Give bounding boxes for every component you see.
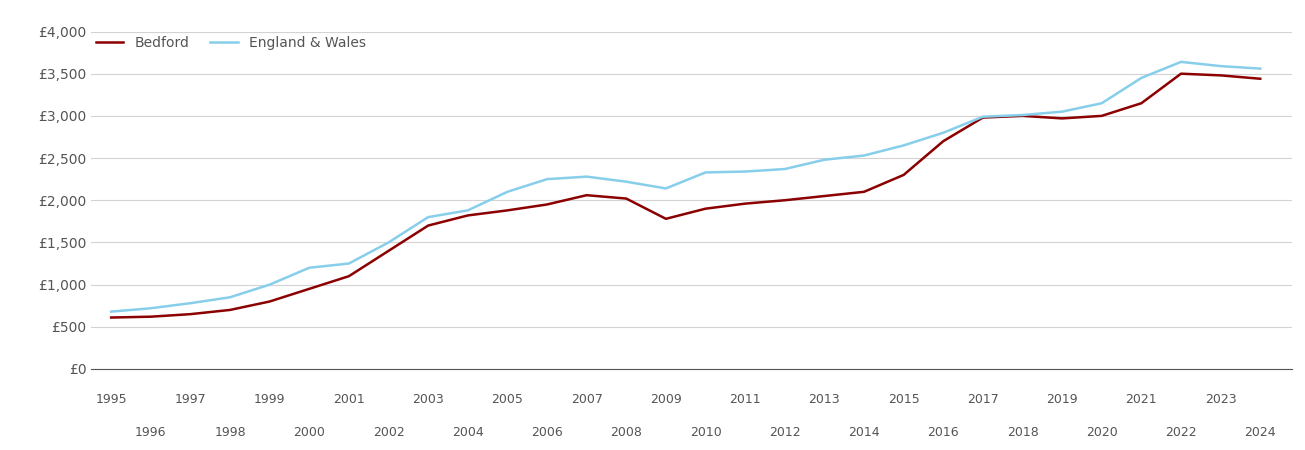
England & Wales	[975, 114, 990, 119]
England & Wales	[1094, 100, 1109, 106]
England & Wales	[341, 261, 356, 266]
England & Wales	[936, 130, 951, 135]
Bedford	[658, 216, 673, 221]
Text: 1999: 1999	[254, 392, 286, 405]
Text: 1998: 1998	[214, 427, 245, 439]
Text: 2013: 2013	[809, 392, 840, 405]
Text: 2016: 2016	[928, 427, 959, 439]
Bedford	[936, 139, 951, 144]
England & Wales	[698, 170, 714, 175]
England & Wales	[658, 186, 673, 191]
Bedford	[459, 213, 475, 218]
England & Wales	[895, 143, 911, 148]
Text: 2018: 2018	[1006, 427, 1039, 439]
Line: Bedford: Bedford	[111, 74, 1261, 318]
England & Wales	[1173, 59, 1189, 64]
England & Wales	[459, 207, 475, 213]
England & Wales	[500, 189, 515, 194]
Text: 2005: 2005	[492, 392, 523, 405]
England & Wales	[381, 240, 397, 245]
Text: 2010: 2010	[689, 427, 722, 439]
Bedford	[817, 194, 833, 199]
Text: 2007: 2007	[570, 392, 603, 405]
Bedford	[420, 223, 436, 228]
Text: 2015: 2015	[887, 392, 920, 405]
Bedford	[895, 172, 911, 178]
Text: 2019: 2019	[1047, 392, 1078, 405]
Line: England & Wales: England & Wales	[111, 62, 1261, 311]
Bedford	[856, 189, 872, 194]
Bedford	[1134, 100, 1150, 106]
Text: 1997: 1997	[175, 392, 206, 405]
Text: 1995: 1995	[95, 392, 127, 405]
Text: 2003: 2003	[412, 392, 444, 405]
England & Wales	[856, 153, 872, 158]
Text: 2020: 2020	[1086, 427, 1117, 439]
Bedford	[1015, 113, 1031, 118]
Text: 2012: 2012	[769, 427, 800, 439]
Text: 2001: 2001	[333, 392, 365, 405]
Text: 2014: 2014	[848, 427, 880, 439]
England & Wales	[1253, 66, 1268, 71]
Text: 2000: 2000	[294, 427, 325, 439]
England & Wales	[144, 306, 159, 311]
England & Wales	[1054, 109, 1070, 114]
England & Wales	[420, 214, 436, 220]
Bedford	[183, 311, 198, 317]
Bedford	[103, 315, 119, 320]
Bedford	[737, 201, 753, 206]
Bedford	[301, 286, 317, 292]
Text: 2009: 2009	[650, 392, 681, 405]
Text: 2004: 2004	[452, 427, 484, 439]
Bedford	[500, 207, 515, 213]
Bedford	[222, 307, 238, 313]
England & Wales	[1015, 112, 1031, 118]
Bedford	[776, 198, 792, 203]
Text: 2022: 2022	[1165, 427, 1197, 439]
Text: 2008: 2008	[611, 427, 642, 439]
England & Wales	[737, 169, 753, 174]
England & Wales	[183, 301, 198, 306]
Bedford	[262, 299, 278, 304]
England & Wales	[301, 265, 317, 270]
Bedford	[539, 202, 555, 207]
Text: 2023: 2023	[1205, 392, 1236, 405]
Text: 2006: 2006	[531, 427, 562, 439]
England & Wales	[103, 309, 119, 314]
England & Wales	[817, 157, 833, 162]
Text: 2011: 2011	[729, 392, 761, 405]
England & Wales	[1212, 63, 1228, 69]
Bedford	[1253, 76, 1268, 81]
England & Wales	[579, 174, 595, 179]
Bedford	[1094, 113, 1109, 118]
Text: 2024: 2024	[1245, 427, 1276, 439]
Bedford	[1054, 116, 1070, 121]
Legend: Bedford, England & Wales: Bedford, England & Wales	[95, 36, 365, 50]
Text: 2021: 2021	[1126, 392, 1158, 405]
Bedford	[341, 274, 356, 279]
England & Wales	[539, 176, 555, 182]
Bedford	[381, 248, 397, 253]
Bedford	[144, 314, 159, 319]
Text: 2017: 2017	[967, 392, 998, 405]
Bedford	[619, 196, 634, 201]
England & Wales	[776, 166, 792, 172]
England & Wales	[1134, 75, 1150, 81]
England & Wales	[262, 282, 278, 287]
England & Wales	[619, 179, 634, 184]
Bedford	[1173, 71, 1189, 76]
Bedford	[975, 115, 990, 120]
Bedford	[579, 193, 595, 198]
Bedford	[698, 206, 714, 211]
England & Wales	[222, 295, 238, 300]
Bedford	[1212, 72, 1228, 78]
Text: 1996: 1996	[134, 427, 167, 439]
Text: 2002: 2002	[373, 427, 405, 439]
